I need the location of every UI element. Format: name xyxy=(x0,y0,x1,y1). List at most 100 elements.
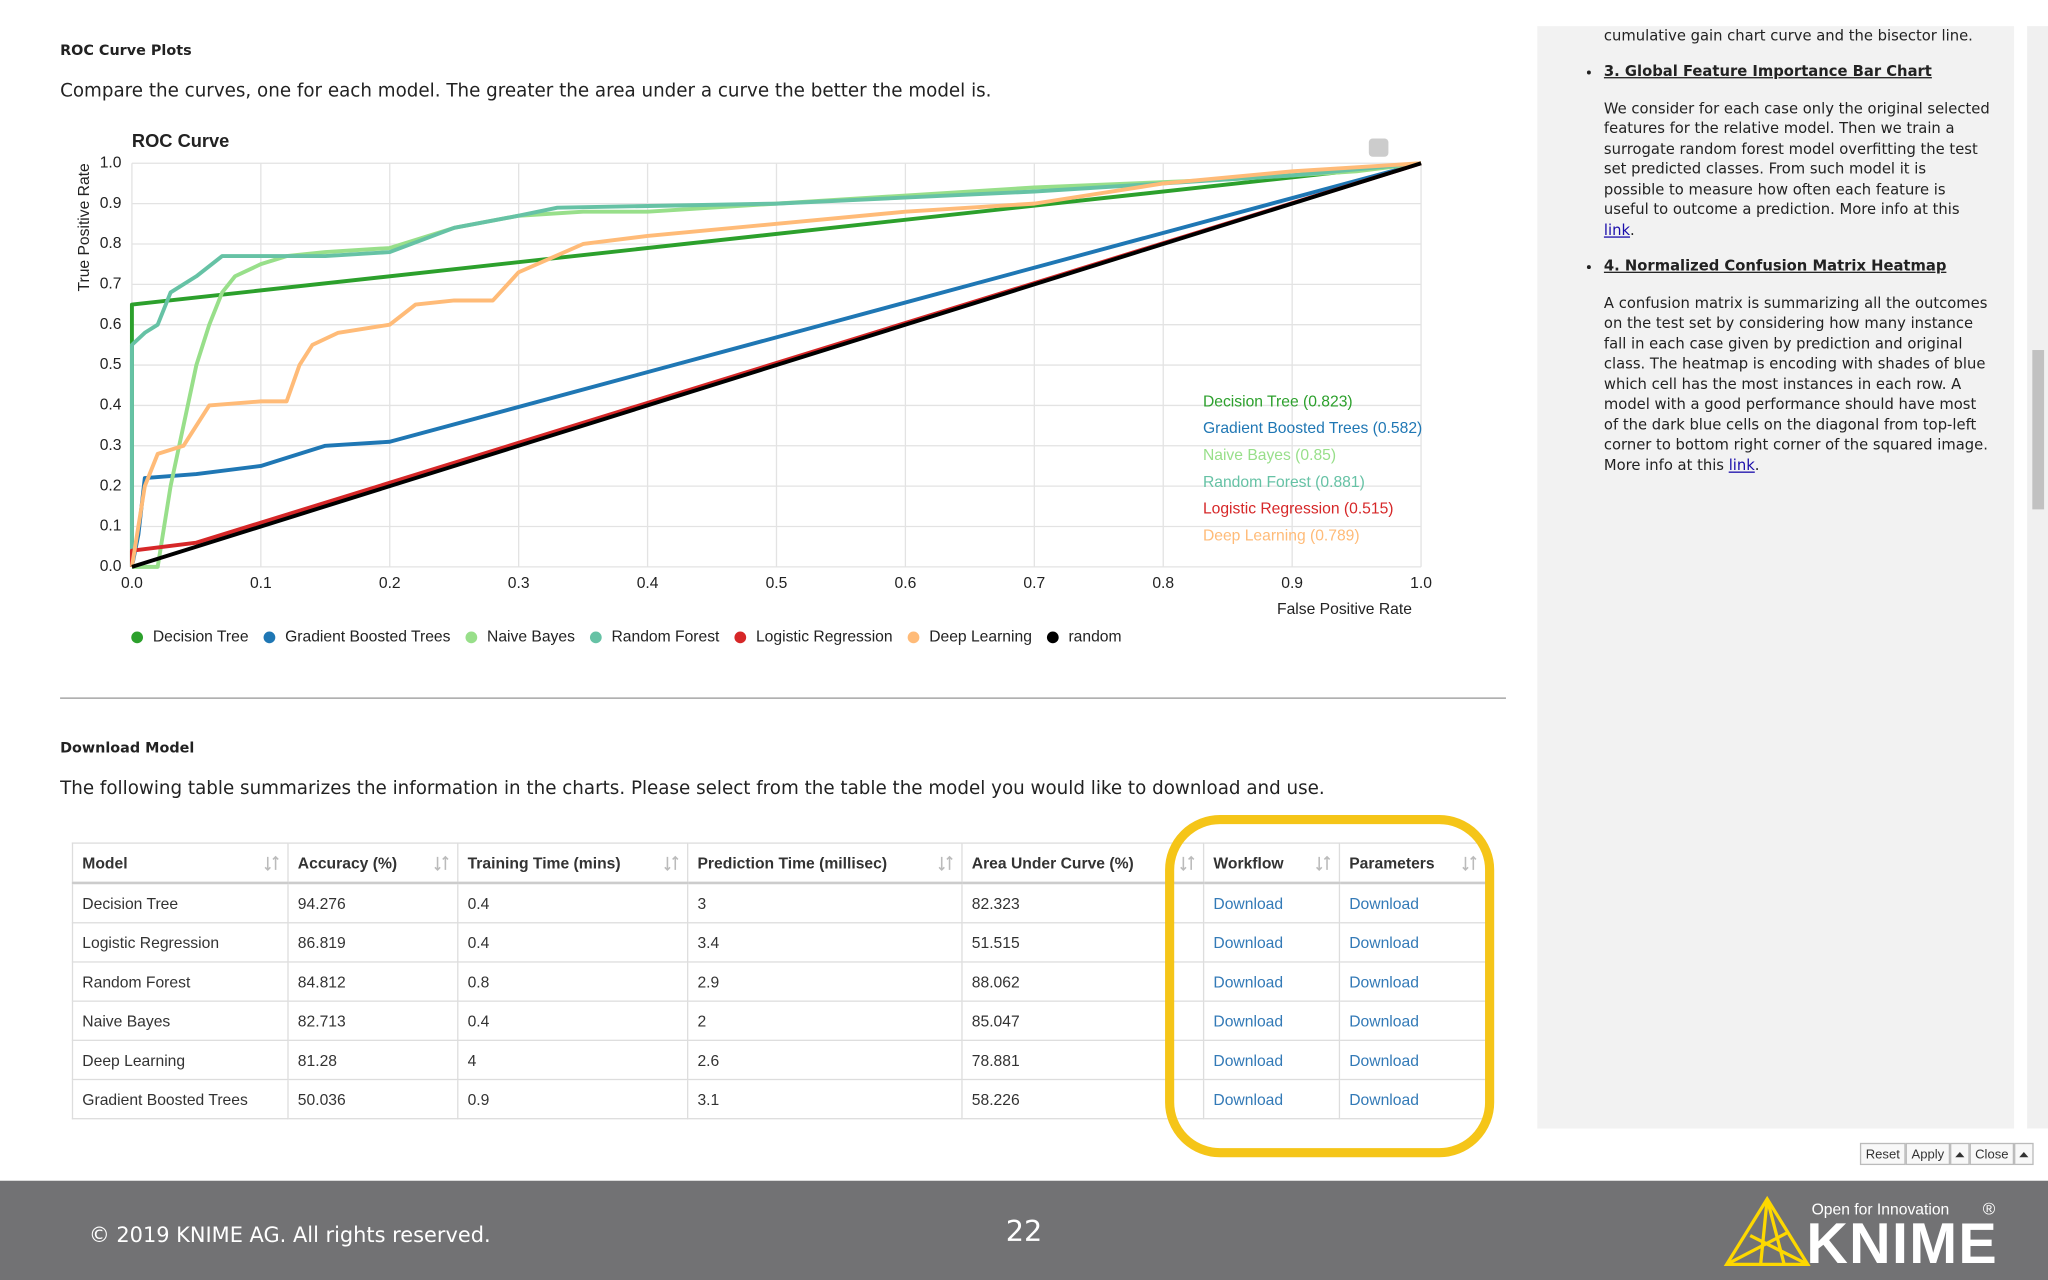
sidebar-list: 3. Global Feature Importance Bar Chart We… xyxy=(1537,61,1990,491)
download-link[interactable]: Download xyxy=(1349,972,1419,991)
cell-text: Decision Tree xyxy=(82,894,179,913)
column-header[interactable]: Accuracy (%) xyxy=(287,842,459,885)
download-link[interactable]: Download xyxy=(1213,972,1284,991)
column-header[interactable]: Area Under Curve (%) xyxy=(961,842,1205,885)
table-cell: 0.4 xyxy=(457,922,689,963)
download-link[interactable]: Download xyxy=(1213,894,1284,913)
copyright: © 2019 KNIME AG. All rights reserved. xyxy=(88,1222,491,1248)
legend-dot xyxy=(734,631,747,644)
cell-text: 58.226 xyxy=(971,1089,1020,1109)
table-cell: 3.4 xyxy=(687,922,963,963)
info-link[interactable]: link xyxy=(1728,456,1755,474)
table-cell: 86.819 xyxy=(287,922,459,963)
reset-button[interactable]: Reset xyxy=(1859,1142,1906,1166)
sidebar-heading[interactable]: 3. Global Feature Importance Bar Chart xyxy=(1603,62,1932,80)
sidebar: cumulative gain chart curve and the bise… xyxy=(1537,26,2015,1129)
download-link[interactable]: Download xyxy=(1213,1011,1284,1030)
legend-label: random xyxy=(1068,629,1121,646)
download-link[interactable]: Download xyxy=(1349,1089,1419,1109)
curve-annotation: Logistic Regression (0.515) xyxy=(1203,501,1394,518)
table-cell: Logistic Regression xyxy=(71,922,289,963)
table-cell: 3.1 xyxy=(687,1078,963,1120)
sidebar-paragraph: A confusion matrix is summarizing all th… xyxy=(1604,293,1991,475)
chart-menu-icon[interactable] xyxy=(1368,138,1389,157)
sidebar-paragraph: We consider for each case only the origi… xyxy=(1604,99,1991,241)
table-cell: 2.6 xyxy=(687,1039,963,1081)
column-title: Training Time (mins) xyxy=(467,853,621,872)
section-text: The following table summarizes the infor… xyxy=(60,778,1325,800)
info-link[interactable]: link xyxy=(1603,221,1631,239)
legend-dot xyxy=(907,631,920,644)
cell-text: 2.9 xyxy=(697,972,720,991)
close-menu[interactable] xyxy=(2014,1142,2034,1166)
sidebar-heading[interactable]: 4. Normalized Confusion Matrix Heatmap xyxy=(1603,257,1947,275)
table-cell: Download xyxy=(1338,1000,1487,1041)
apply-button[interactable]: Apply xyxy=(1905,1142,1951,1166)
model-table: Model Accuracy (%) Training Time (mins) Pre… xyxy=(71,842,1487,1120)
curve-annotation: Gradient Boosted Trees (0.582) xyxy=(1203,420,1422,437)
download-link[interactable]: Download xyxy=(1213,1089,1284,1109)
download-link[interactable]: Download xyxy=(1213,933,1284,952)
knime-logo-icon xyxy=(1723,1195,1811,1266)
table-cell: 82.713 xyxy=(287,1000,459,1041)
column-title: Parameters xyxy=(1349,853,1435,872)
table-cell: 88.062 xyxy=(961,961,1205,1002)
cell-text: 0.4 xyxy=(467,894,490,913)
table-cell: 51.515 xyxy=(961,922,1205,963)
scroll-thumb[interactable] xyxy=(2032,350,2045,510)
roc-line xyxy=(129,161,1422,568)
legend-dot xyxy=(263,631,276,644)
column-header[interactable]: Model xyxy=(71,842,289,885)
section-heading: ROC Curve Plots xyxy=(60,41,192,59)
cell-text: 2.6 xyxy=(697,1050,720,1070)
apply-menu[interactable] xyxy=(1950,1142,1970,1166)
table-cell: 81.28 xyxy=(287,1039,459,1081)
sort-icon xyxy=(664,855,679,871)
table-cell: 50.036 xyxy=(287,1078,459,1120)
cell-text: Logistic Regression xyxy=(82,933,220,952)
y-tick-label: 0.6 xyxy=(100,316,122,333)
paragraph-text: We consider for each case only the origi… xyxy=(1603,99,1990,219)
cell-text: 81.28 xyxy=(297,1050,338,1070)
arrow-icon xyxy=(1955,1152,1965,1158)
cell-text: 0.4 xyxy=(467,1011,490,1030)
legend-dot xyxy=(589,631,602,644)
table-cell: Download xyxy=(1338,961,1487,1002)
table-cell: Download xyxy=(1202,882,1341,924)
download-link[interactable]: Download xyxy=(1213,1050,1284,1070)
legend-label: Naive Bayes xyxy=(487,629,575,646)
roc-chart: ROC Curve True Positive Rate False Posit… xyxy=(76,130,1432,646)
close-button[interactable]: Close xyxy=(1969,1142,2015,1166)
download-link[interactable]: Download xyxy=(1349,933,1419,952)
sort-arrows xyxy=(434,855,449,871)
download-link[interactable]: Download xyxy=(1349,1050,1419,1070)
footer: © 2019 KNIME AG. All rights reserved. 22… xyxy=(0,1180,2048,1280)
table-cell: 4 xyxy=(457,1039,689,1081)
legend-dot xyxy=(465,631,478,644)
y-tick-label: 0.3 xyxy=(100,437,122,454)
table-row: Deep Learning 81.28 4 2.6 78.881 Download Down… xyxy=(71,1039,1487,1081)
table-cell: 2 xyxy=(687,1000,963,1041)
column-title: Prediction Time (millisec) xyxy=(697,853,888,872)
curve-annotation: Random Forest (0.881) xyxy=(1203,474,1365,491)
column-title: Accuracy (%) xyxy=(297,853,398,872)
download-link[interactable]: Download xyxy=(1349,1011,1419,1030)
cell-text: Naive Bayes xyxy=(82,1011,171,1030)
column-header[interactable]: Training Time (mins) xyxy=(457,842,689,885)
y-tick-label: 1.0 xyxy=(100,154,122,171)
cell-text: 82.713 xyxy=(297,1011,346,1030)
chart-title: ROC Curve xyxy=(132,130,229,151)
table-cell: 58.226 xyxy=(961,1078,1205,1120)
cell-text: 84.812 xyxy=(297,972,346,991)
legend-label: Logistic Regression xyxy=(756,629,893,646)
column-header[interactable]: Prediction Time (millisec) xyxy=(687,842,963,885)
scrollbar[interactable] xyxy=(2027,26,2048,1129)
cell-text: 2 xyxy=(697,1011,707,1030)
download-link[interactable]: Download xyxy=(1349,894,1419,913)
x-tick-label: 0.4 xyxy=(637,575,659,592)
table-cell: 82.323 xyxy=(961,882,1205,924)
sidebar-item: 4. Normalized Confusion Matrix Heatmap A … xyxy=(1604,256,1991,475)
cell-text: Deep Learning xyxy=(82,1050,186,1070)
table-cell: 85.047 xyxy=(961,1000,1205,1041)
